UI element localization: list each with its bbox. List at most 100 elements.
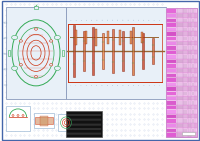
Bar: [177, 106, 183, 109]
Bar: [192, 55, 194, 59]
Bar: [177, 74, 183, 77]
Bar: [152, 38, 154, 64]
Bar: [83, 31, 85, 71]
Bar: [177, 115, 183, 118]
Bar: [188, 55, 191, 59]
Bar: [183, 19, 187, 22]
Bar: [95, 29, 97, 46]
Bar: [66, 111, 102, 137]
Bar: [166, 8, 197, 137]
Bar: [85, 31, 87, 44]
Ellipse shape: [12, 115, 14, 116]
Bar: [141, 32, 143, 43]
Bar: [166, 114, 197, 118]
Bar: [166, 106, 176, 109]
Bar: [192, 78, 194, 82]
Bar: [188, 60, 191, 63]
Bar: [166, 27, 197, 31]
Bar: [107, 31, 109, 44]
Bar: [188, 78, 191, 82]
Bar: [73, 25, 75, 77]
Bar: [183, 106, 187, 109]
Ellipse shape: [54, 66, 60, 70]
Bar: [177, 124, 183, 127]
Bar: [142, 33, 144, 69]
Bar: [188, 115, 191, 118]
Bar: [192, 119, 194, 123]
Bar: [188, 87, 191, 91]
Bar: [192, 46, 194, 50]
Bar: [192, 106, 194, 109]
Bar: [192, 101, 194, 104]
Bar: [166, 13, 197, 18]
Bar: [183, 129, 187, 132]
Bar: [34, 6, 38, 9]
Bar: [166, 55, 176, 59]
Ellipse shape: [12, 20, 60, 86]
Bar: [166, 60, 176, 63]
Bar: [192, 69, 194, 72]
Bar: [192, 133, 194, 137]
Bar: [166, 14, 176, 17]
Bar: [183, 133, 187, 137]
Bar: [166, 50, 197, 54]
Bar: [177, 92, 183, 95]
Bar: [188, 69, 191, 72]
Bar: [166, 78, 176, 82]
Bar: [166, 46, 176, 50]
Bar: [183, 9, 187, 13]
Bar: [66, 7, 166, 99]
Bar: [183, 23, 187, 27]
Bar: [166, 19, 176, 22]
Bar: [183, 46, 187, 50]
Ellipse shape: [12, 66, 18, 70]
Bar: [183, 55, 187, 59]
Bar: [183, 37, 187, 40]
Bar: [188, 32, 191, 36]
Bar: [183, 28, 187, 31]
Bar: [183, 97, 187, 100]
Bar: [166, 77, 197, 82]
Bar: [192, 51, 194, 54]
Bar: [183, 92, 187, 95]
Bar: [166, 63, 197, 68]
Bar: [166, 9, 176, 13]
Bar: [166, 118, 197, 123]
Bar: [166, 100, 197, 105]
Bar: [177, 46, 183, 50]
Bar: [40, 116, 48, 126]
Bar: [177, 37, 183, 40]
Bar: [6, 106, 30, 131]
Bar: [192, 87, 194, 91]
Bar: [177, 42, 183, 45]
Bar: [192, 115, 194, 118]
Ellipse shape: [54, 35, 60, 40]
Bar: [188, 64, 191, 68]
Bar: [166, 32, 176, 36]
Bar: [166, 8, 197, 13]
Bar: [166, 37, 176, 40]
Bar: [166, 97, 176, 100]
Bar: [183, 51, 187, 54]
Bar: [166, 59, 197, 63]
Bar: [58, 114, 74, 131]
Bar: [192, 28, 194, 31]
Bar: [192, 14, 194, 17]
Bar: [177, 55, 183, 59]
Ellipse shape: [50, 64, 53, 66]
Bar: [112, 29, 114, 73]
Bar: [166, 87, 176, 91]
Bar: [183, 60, 187, 63]
Bar: [183, 87, 187, 91]
Bar: [166, 28, 176, 31]
Bar: [188, 97, 191, 100]
Bar: [192, 92, 194, 95]
Bar: [192, 42, 194, 45]
Bar: [177, 28, 183, 31]
Bar: [166, 8, 197, 137]
Bar: [177, 69, 183, 72]
Bar: [188, 28, 191, 31]
Bar: [192, 23, 194, 27]
Bar: [62, 50, 64, 56]
Bar: [119, 30, 121, 45]
